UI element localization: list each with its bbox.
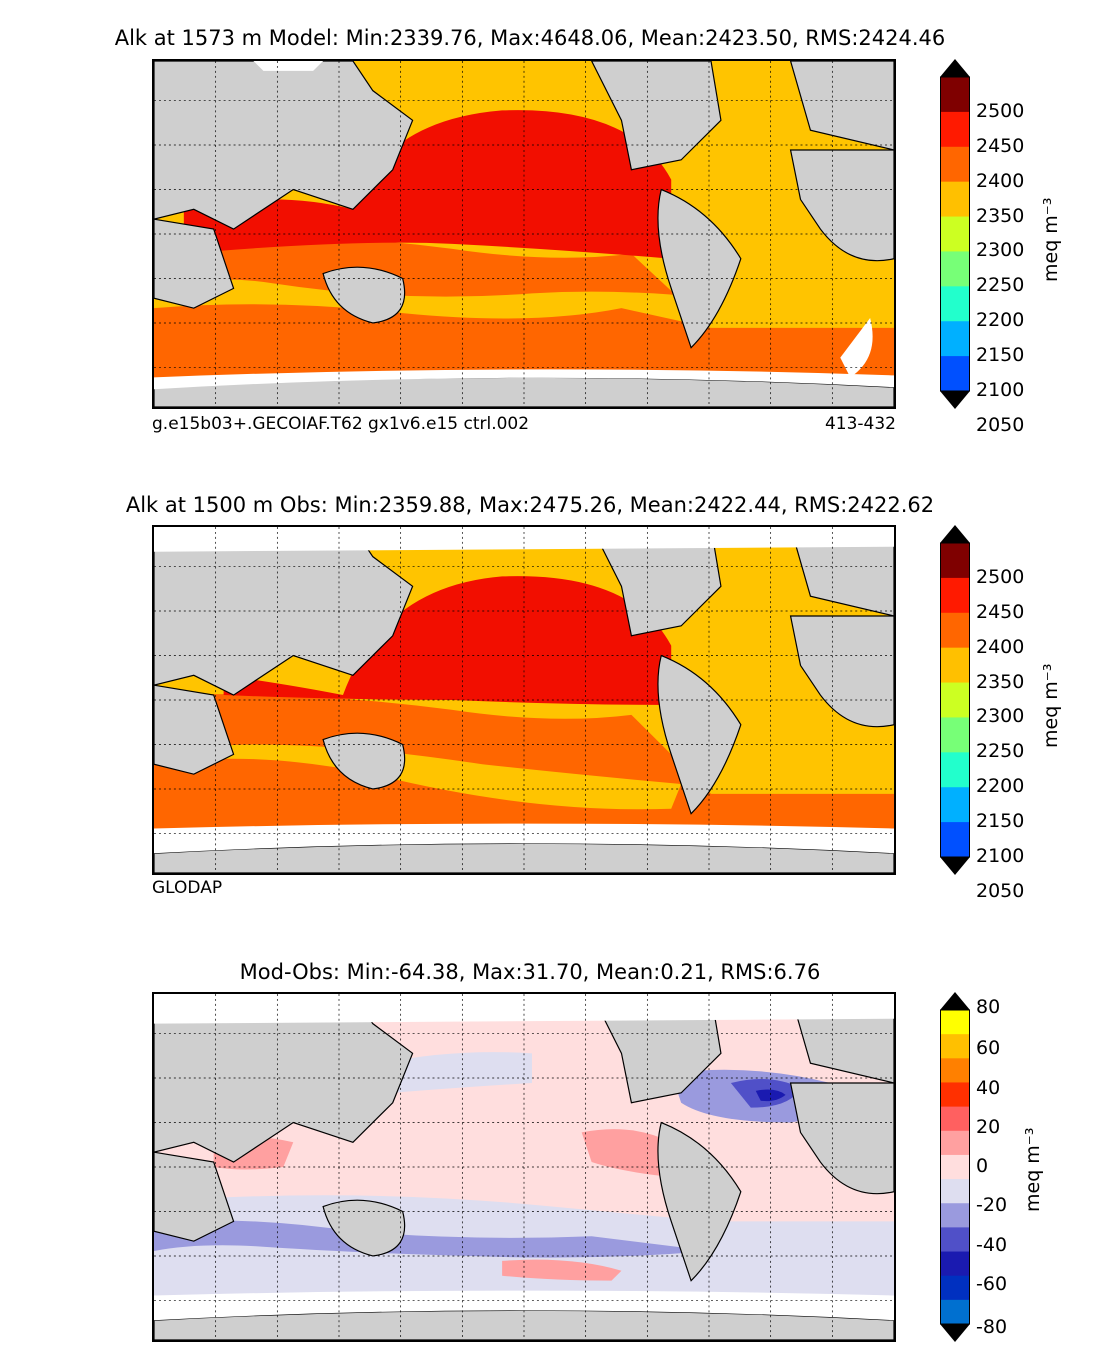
colorbar-extend-min (940, 1324, 970, 1342)
colorbar-tick-label: 20 (976, 1115, 1001, 1138)
colorbar-tick-label: 2200 (976, 309, 1025, 332)
colorbar-tick-label: 2450 (976, 134, 1025, 157)
colorbar-tick-label: 2250 (976, 740, 1025, 763)
colorbar-tick-label: 2100 (976, 379, 1025, 401)
colorbar-segment (940, 1106, 970, 1132)
colorbar-tick-label: 2400 (976, 169, 1025, 192)
colorbar-obs (940, 525, 970, 875)
colorbar-tick-label: 2150 (976, 810, 1025, 833)
colorbar-tick-label: 2150 (976, 344, 1025, 367)
footer-case-name: g.e15b03+.GECOIAF.T62 gx1v6.e15 ctrl.002 (152, 414, 530, 434)
colorbar-segment (940, 1058, 970, 1083)
map-diff-svg (154, 994, 894, 1340)
panel-title: Alk at 1500 m Obs: Min:2359.88, Max:2475… (125, 493, 935, 517)
colorbar-tick-label: -60 (976, 1272, 1008, 1295)
panel-obs: Alk at 1500 m Obs: Min:2359.88, Max:2475… (125, 493, 1062, 898)
colorbar-tick-label: 2300 (976, 239, 1025, 262)
map-model-svg (154, 61, 894, 407)
colorbar-segment (940, 752, 970, 788)
colorbar-tick-label: 2050 (976, 879, 1025, 902)
colorbar-segment (940, 181, 970, 218)
colorbar-tick-label: 80 (976, 996, 1001, 1018)
colorbar-segment (940, 1010, 970, 1035)
colorbar-segment (940, 822, 970, 858)
map-model (152, 59, 896, 409)
colorbar-segment (940, 111, 970, 148)
colorbar-segment (940, 717, 970, 753)
colorbar-tick-label: 2250 (976, 274, 1025, 297)
colorbar-segment (940, 1203, 970, 1228)
colorbar-unit: meq m⁻³ (1022, 1127, 1044, 1212)
colorbar-segment (940, 1082, 970, 1108)
colorbar-tick-label: -20 (976, 1194, 1008, 1217)
colorbar-tick-label: 2500 (976, 99, 1025, 122)
colorbar-segment (940, 1251, 970, 1277)
footer-source: GLODAP (152, 878, 223, 898)
colorbar-segment (940, 577, 970, 614)
map-obs (152, 525, 896, 875)
colorbar-tick-label: 2050 (976, 413, 1025, 436)
colorbar-tick-label: 2500 (976, 565, 1025, 588)
colorbar-segment (940, 1275, 970, 1301)
panel-title: Mod-Obs: Min:-64.38, Max:31.70, Mean:0.2… (239, 960, 821, 984)
colorbar-extend-max (940, 59, 970, 77)
colorbar-tick-label: 2100 (976, 845, 1025, 867)
colorbar-tick-label: 0 (976, 1155, 989, 1177)
colorbar-segment (940, 1179, 970, 1204)
colorbar-tick-label: 2450 (976, 600, 1025, 623)
colorbar-segment (940, 1299, 970, 1325)
colorbar-extend-min (940, 857, 970, 875)
panel-title: Alk at 1573 m Model: Min:2339.76, Max:46… (114, 26, 946, 50)
map-diff (152, 992, 896, 1342)
colorbar-tick-label: 2200 (976, 775, 1025, 798)
colorbar-extend-max (940, 992, 970, 1010)
colorbar-segment (940, 321, 970, 357)
colorbar-segment (940, 356, 970, 392)
colorbar-segment (940, 286, 970, 322)
colorbar-frame (940, 76, 970, 392)
colorbar-extend-min (940, 391, 970, 409)
colorbar-segment (940, 787, 970, 823)
colorbar-extend-max (940, 525, 970, 543)
footer-years: 413-432 (824, 414, 896, 434)
colorbar-segment (940, 1034, 970, 1059)
colorbar-segment (940, 1130, 970, 1156)
colorbar-segment (940, 216, 970, 252)
colorbar-frame (940, 1009, 970, 1325)
colorbar-segment (940, 251, 970, 287)
colorbar-tick-label: 2350 (976, 670, 1025, 693)
colorbar-tick-label: 2350 (976, 204, 1025, 227)
colorbar-model (940, 59, 970, 409)
colorbar-segment (940, 1227, 970, 1253)
panel-model: Alk at 1573 m Model: Min:2339.76, Max:46… (0, 0, 1097, 460)
colorbar-tick-label: 40 (976, 1076, 1001, 1099)
colorbar-segment (940, 682, 970, 718)
colorbar-tick-label: 2400 (976, 635, 1025, 658)
colorbar-segment (940, 647, 970, 684)
colorbar-tick-label: 60 (976, 1037, 1001, 1060)
colorbar-tick-label: -40 (976, 1233, 1008, 1256)
colorbar-tick-label: -80 (976, 1316, 1008, 1338)
colorbar-segment (940, 77, 970, 113)
colorbar-segment (940, 146, 970, 183)
colorbar-segment (940, 543, 970, 579)
colorbar-segment (940, 1154, 970, 1180)
colorbar-frame (940, 542, 970, 858)
colorbar-diff (940, 992, 970, 1342)
colorbar-tick-label: 2300 (976, 705, 1025, 728)
map-obs-svg (154, 527, 894, 873)
colorbar-segment (940, 612, 970, 649)
